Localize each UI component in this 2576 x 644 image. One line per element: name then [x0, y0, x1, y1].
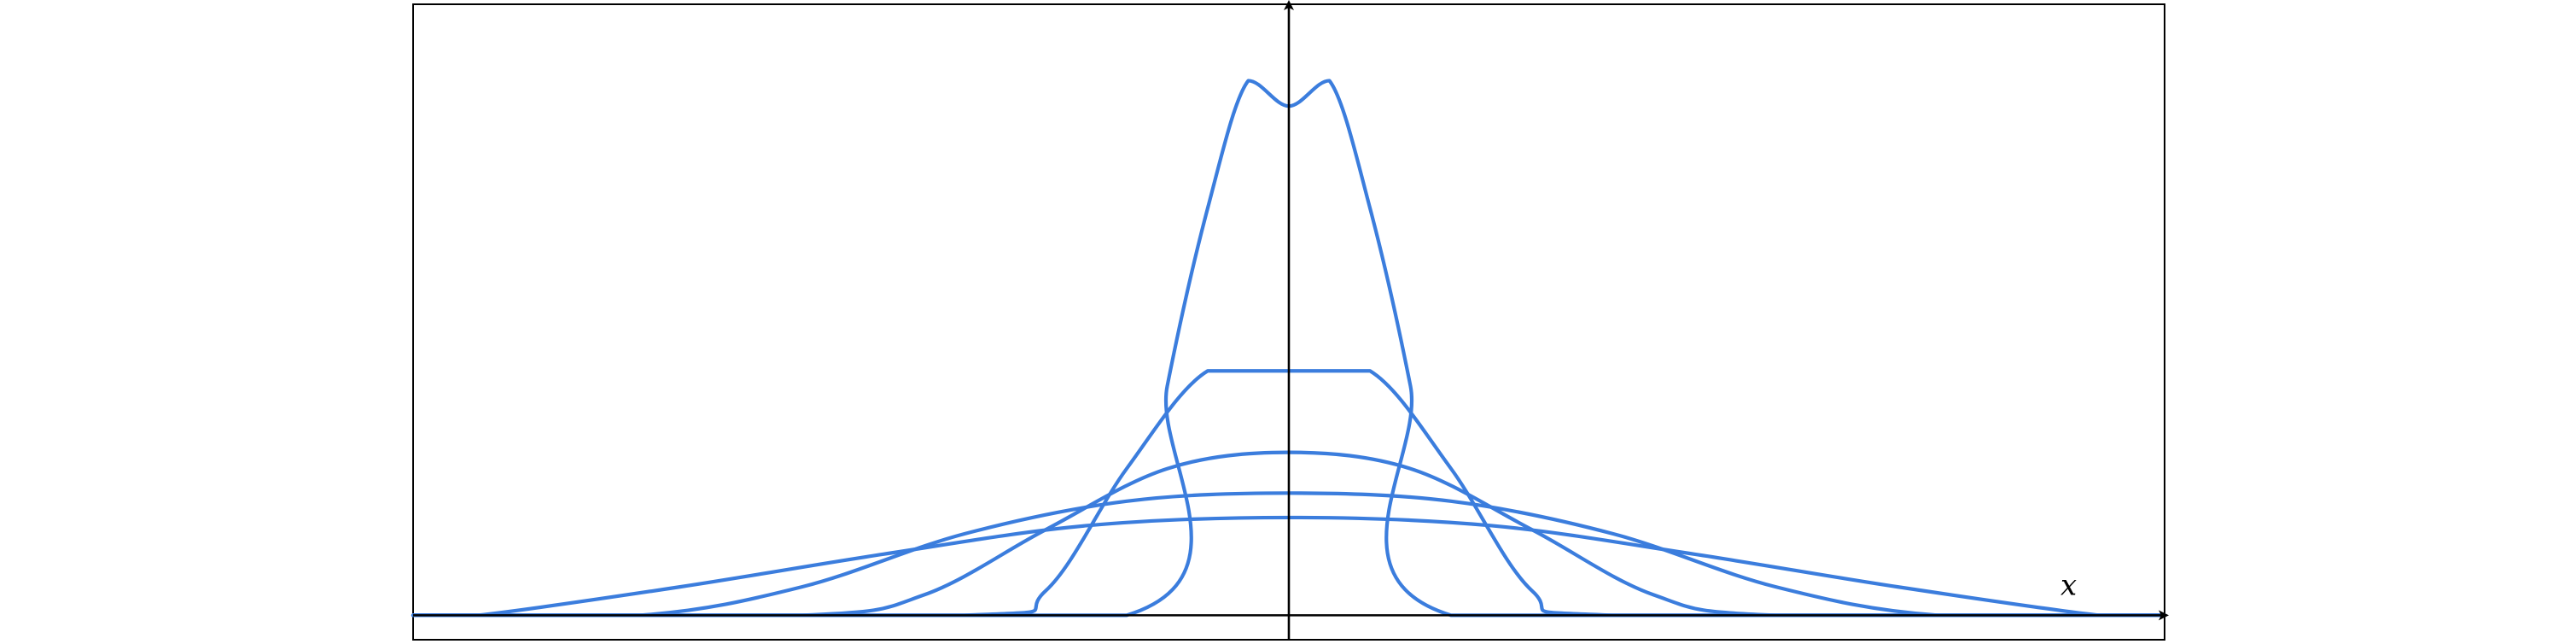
x-axis-label: x — [2060, 568, 2077, 602]
